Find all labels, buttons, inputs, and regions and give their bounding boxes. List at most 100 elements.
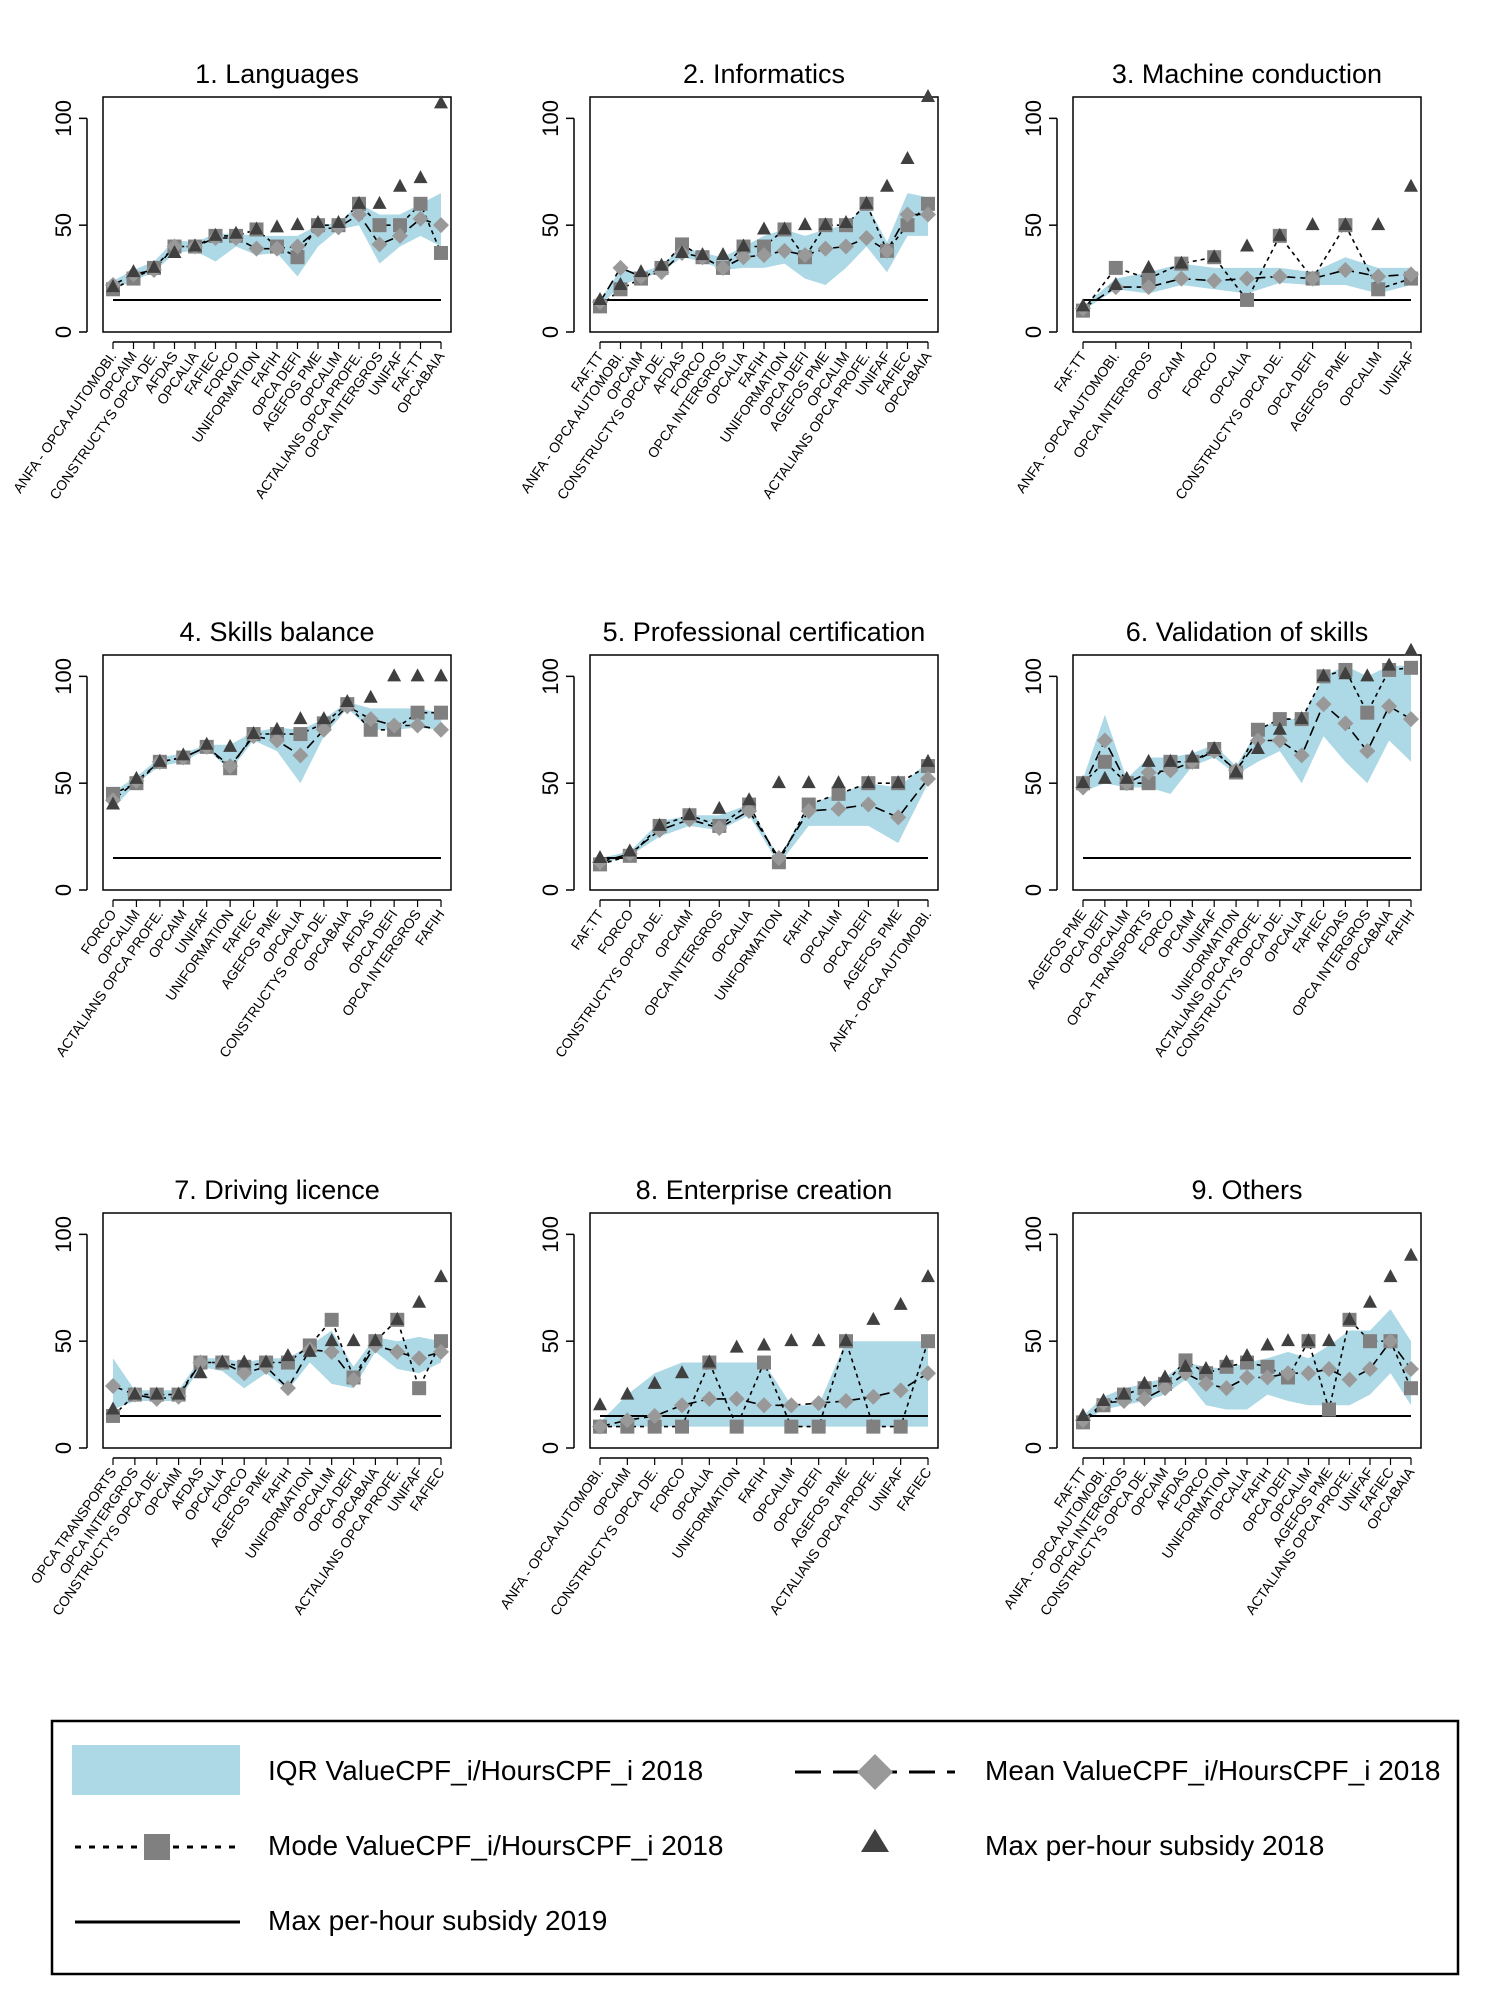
max2018-point bbox=[716, 247, 730, 261]
y-tick-label: 50 bbox=[1021, 771, 1046, 795]
max2018-point bbox=[324, 1333, 339, 1347]
max2018-point bbox=[1137, 1375, 1152, 1389]
y-tick-label: 0 bbox=[1021, 326, 1046, 338]
max2018-point bbox=[784, 1333, 799, 1347]
y-tick-label: 100 bbox=[51, 1216, 76, 1253]
max2018-point bbox=[176, 747, 191, 761]
mean-point bbox=[1136, 1390, 1153, 1407]
mean-point bbox=[619, 1412, 636, 1429]
mode-point bbox=[831, 786, 846, 801]
max2018-point bbox=[1383, 1269, 1398, 1283]
mean-point bbox=[269, 240, 285, 257]
max2018-point bbox=[1178, 1358, 1193, 1372]
max2018-point bbox=[900, 150, 915, 164]
mean-point bbox=[105, 1378, 121, 1395]
max2018-point bbox=[831, 775, 846, 789]
y-tick-label: 50 bbox=[538, 771, 563, 795]
max2018-point bbox=[147, 259, 161, 273]
max2018-point bbox=[1272, 227, 1287, 241]
max2018-point bbox=[106, 279, 120, 293]
mean-point bbox=[411, 1350, 428, 1367]
max2018-point bbox=[801, 775, 816, 789]
max2018-point bbox=[280, 1348, 295, 1362]
mean-point bbox=[315, 721, 332, 738]
mode-point bbox=[1404, 660, 1418, 675]
mean-point bbox=[1403, 711, 1419, 728]
legend-mode-label: Mode ValueCPF_i/HoursCPF_i 2018 bbox=[268, 1830, 723, 1861]
max2018-point bbox=[1207, 741, 1222, 754]
max2018-point bbox=[839, 1333, 853, 1347]
mean-point bbox=[1271, 268, 1288, 285]
mean-point bbox=[1157, 1380, 1173, 1397]
mode-point bbox=[1250, 722, 1265, 737]
max2018-point bbox=[1316, 668, 1331, 682]
mode-point bbox=[811, 1419, 826, 1434]
max2018-point bbox=[736, 238, 751, 252]
y-tick-label: 0 bbox=[1021, 1442, 1046, 1454]
y-tick-label: 50 bbox=[51, 771, 76, 795]
max2018-point bbox=[1097, 770, 1112, 784]
max2018-point bbox=[1322, 1333, 1336, 1347]
max2018-point bbox=[106, 796, 120, 810]
mode-point bbox=[413, 196, 428, 211]
panel-title: 6. Validation of skills bbox=[1126, 617, 1369, 647]
panel-title: 4. Skills balance bbox=[179, 617, 374, 647]
mean-point bbox=[1173, 270, 1190, 287]
max2018-point bbox=[249, 221, 264, 235]
max2018-point bbox=[1404, 1247, 1418, 1261]
max2018-point bbox=[387, 668, 402, 682]
mean-point bbox=[269, 732, 285, 749]
max2018-point bbox=[434, 95, 448, 109]
max2018-point bbox=[1207, 249, 1222, 263]
max2018-point bbox=[757, 221, 771, 235]
max2018-point bbox=[811, 1333, 826, 1347]
mode-point bbox=[324, 1312, 339, 1327]
max2018-point bbox=[866, 1311, 881, 1325]
max2018-point bbox=[1301, 1333, 1316, 1347]
mean-point bbox=[1140, 279, 1157, 296]
mean-point bbox=[392, 227, 408, 244]
max2018-point bbox=[331, 215, 346, 229]
mean-point bbox=[236, 1365, 253, 1382]
max2018-point bbox=[921, 89, 935, 102]
mode-point bbox=[434, 1334, 448, 1349]
max2018-point bbox=[290, 217, 305, 231]
mean-point bbox=[1381, 698, 1398, 715]
mode-point bbox=[412, 1381, 427, 1396]
max2018-point bbox=[1076, 298, 1090, 312]
mean-point bbox=[892, 1382, 909, 1399]
y-tick-label: 100 bbox=[1021, 1216, 1046, 1253]
max2018-point bbox=[215, 1354, 230, 1368]
max2018-point bbox=[1240, 1348, 1254, 1362]
y-tick-label: 50 bbox=[538, 213, 563, 237]
max2018-point bbox=[410, 668, 425, 682]
mode-point bbox=[866, 1419, 881, 1434]
mode-point bbox=[893, 1419, 908, 1434]
mean-point bbox=[371, 236, 388, 253]
mode-point bbox=[1272, 712, 1287, 727]
max2018-point bbox=[1119, 770, 1134, 784]
mode-point bbox=[1141, 776, 1156, 791]
mean-point bbox=[741, 802, 758, 819]
max2018-point bbox=[193, 1365, 208, 1379]
max2018-point bbox=[434, 1269, 448, 1283]
mean-point bbox=[279, 1380, 296, 1397]
mean-point bbox=[1304, 270, 1321, 287]
mean-point bbox=[838, 238, 854, 255]
plot-frame bbox=[589, 96, 939, 333]
max2018-point bbox=[613, 277, 628, 290]
mean-point bbox=[192, 1354, 209, 1371]
max2018-point bbox=[1363, 1294, 1377, 1308]
max2018-point bbox=[129, 770, 144, 784]
mode-point bbox=[757, 239, 771, 254]
mode-point bbox=[372, 218, 387, 233]
mean-point bbox=[1096, 732, 1113, 749]
max2018-point bbox=[1158, 1369, 1172, 1383]
mean-point bbox=[1403, 1360, 1419, 1377]
max2018-point bbox=[316, 711, 331, 725]
mean-point bbox=[865, 1388, 882, 1405]
